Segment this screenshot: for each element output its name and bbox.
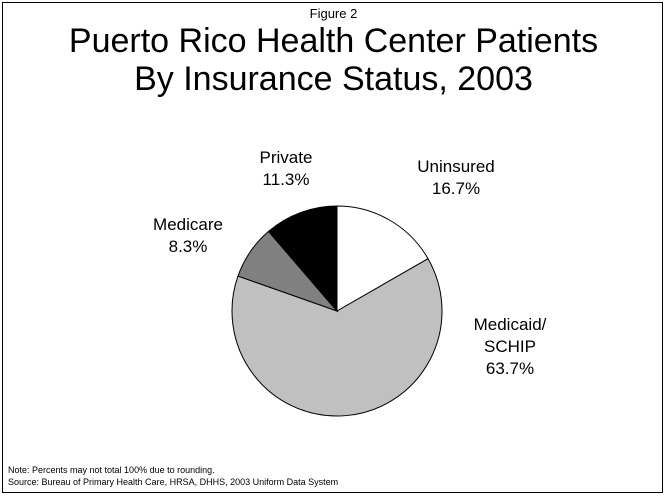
slice-label-medicaid-schip: Medicaid/ SCHIP 63.7% <box>440 314 580 380</box>
pie-slice-uninsured <box>336 205 429 312</box>
pie-slice-medicaid-schip <box>231 258 443 417</box>
figure-label: Figure 2 <box>309 6 358 21</box>
slice-label-private: Private 11.3% <box>236 147 336 191</box>
chart-frame <box>2 2 663 493</box>
chart-title-line-2: By Insurance Status, 2003 <box>134 60 533 98</box>
slice-label-medicaid-name-2: SCHIP <box>484 337 536 356</box>
slice-label-private-name: Private <box>259 148 313 167</box>
slice-label-medicaid-name-1: Medicaid/ <box>473 315 547 334</box>
footnote-note: Note: Percents may not total 100% due to… <box>8 465 215 475</box>
slice-label-medicare-name: Medicare <box>153 215 223 234</box>
slice-label-private-value: 11.3% <box>262 170 310 189</box>
slice-label-uninsured-value: 16.7% <box>431 179 481 198</box>
pie-slice-private <box>267 205 338 313</box>
slice-label-uninsured-name: Uninsured <box>417 157 495 176</box>
slice-label-medicare-value: 8.3% <box>168 237 208 256</box>
slice-label-medicaid-value: 63.7% <box>485 359 535 378</box>
chart-title-line-1: Puerto Rico Health Center Patients <box>68 22 599 60</box>
slice-label-medicare: Medicare 8.3% <box>128 214 248 258</box>
slice-label-uninsured: Uninsured 16.7% <box>386 156 526 200</box>
footnote-source: Source: Bureau of Primary Health Care, H… <box>8 477 339 487</box>
